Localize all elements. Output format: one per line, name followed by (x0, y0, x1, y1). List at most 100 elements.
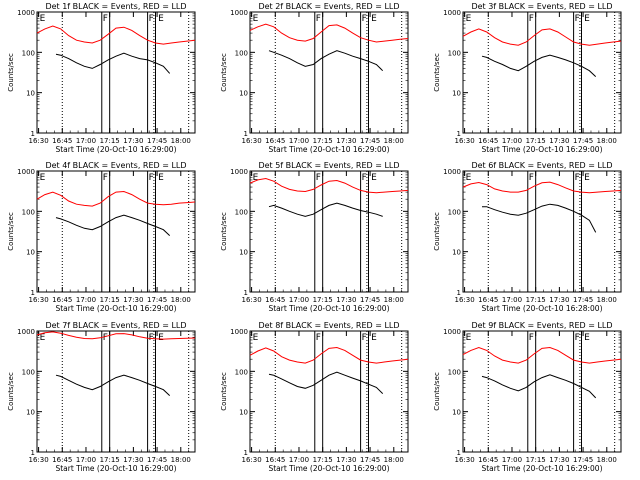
x-tick-label: 17:00 (76, 137, 96, 145)
y-tick-label: 1000 (17, 9, 35, 17)
plot-frame (36, 170, 196, 293)
band-label: E (40, 173, 46, 183)
x-tick-label: 17:00 (502, 296, 522, 304)
chart-panel: Det 4f BLACK = Events, RED = LLD 1 10 100 10… (7, 161, 196, 313)
band-label: F (149, 14, 154, 24)
chart-title: Det 7f BLACK = Events, RED = LLD (45, 321, 186, 330)
x-tick-label: 17:15 (313, 296, 333, 304)
series-line-black (55, 52, 171, 74)
chart-panel: Det 1f BLACK = Events, RED = LLD 1 10 100 10… (7, 2, 196, 154)
y-axis-label: Counts/sec (220, 53, 228, 92)
x-tick-label: 17:45 (573, 456, 593, 464)
y-axis-label: Counts/sec (220, 372, 228, 411)
band-label: F (316, 14, 321, 24)
y-axis-label: Counts/sec (433, 212, 441, 251)
x-tick-label: 17:00 (289, 456, 309, 464)
x-tick-label: 16:45 (265, 137, 285, 145)
band-label: F (362, 333, 367, 343)
x-tick-label: 17:45 (573, 296, 593, 304)
x-axis-label: Start Time (20-Oct-10 16:29:00) (481, 145, 602, 154)
plot-frame (462, 170, 622, 293)
y-tick-label: 100 (22, 208, 35, 216)
y-tick-label: 1 (244, 130, 248, 138)
band-label: F (575, 173, 580, 183)
band-label: F (529, 14, 534, 24)
y-tick-label: 100 (448, 49, 461, 57)
y-tick-label: 100 (235, 49, 248, 57)
x-tick-label: 17:00 (76, 296, 96, 304)
x-tick-label: 17:15 (100, 296, 120, 304)
y-tick-label: 100 (22, 368, 35, 376)
y-tick-label: 1 (244, 449, 248, 457)
y-tick-label: 1000 (17, 168, 35, 176)
plot-frame (249, 330, 409, 453)
y-tick-label: 10 (452, 249, 461, 257)
x-tick-label: 16:45 (265, 456, 285, 464)
plot-frame (36, 330, 196, 453)
band-label: E (158, 14, 164, 24)
band-label: F (575, 333, 580, 343)
y-tick-label: 10 (26, 249, 35, 257)
x-tick-label: 17:30 (336, 456, 356, 464)
y-tick-label: 1 (457, 130, 461, 138)
x-tick-label: 16:45 (52, 456, 72, 464)
y-tick-label: 100 (235, 208, 248, 216)
chart-title: Det 3f BLACK = Events, RED = LLD (471, 2, 612, 11)
x-axis-label: Start Time (20-Oct-10 16:29:00) (268, 145, 389, 154)
series-line-black (481, 54, 597, 77)
y-tick-label: 100 (448, 368, 461, 376)
chart-panel: Det 5f BLACK = Events, RED = LLD 1 10 100 10… (220, 161, 409, 313)
band-label: F (362, 14, 367, 24)
chart-title: Det 6f BLACK = Events, RED = LLD (471, 161, 612, 170)
chart-title: Det 1f BLACK = Events, RED = LLD (45, 2, 186, 11)
x-tick-label: 18:00 (384, 456, 404, 464)
x-tick-label: 17:30 (123, 137, 143, 145)
band-label: F (575, 14, 580, 24)
chart-title: Det 5f BLACK = Events, RED = LLD (258, 161, 399, 170)
series-line-black (55, 214, 171, 236)
x-tick-label: 16:30 (241, 137, 261, 145)
series-line-black (481, 374, 597, 399)
x-tick-label: 17:30 (123, 296, 143, 304)
band-label: E (40, 333, 46, 343)
chart-title: Det 9f BLACK = Events, RED = LLD (471, 321, 612, 330)
x-tick-label: 16:30 (241, 456, 261, 464)
series-line-red (36, 25, 196, 45)
series-line-black (268, 371, 384, 394)
x-tick-label: 16:30 (28, 137, 48, 145)
x-tick-label: 17:45 (573, 137, 593, 145)
series-line-red (462, 346, 622, 364)
x-axis-label: Start Time (20-Oct-10 16:29:00) (55, 145, 176, 154)
y-tick-label: 1000 (230, 168, 248, 176)
band-label: E (158, 173, 164, 183)
band-label: E (253, 173, 259, 183)
band-label: F (529, 173, 534, 183)
x-tick-label: 17:30 (336, 296, 356, 304)
band-label: E (584, 333, 590, 343)
chart-panel: Det 2f BLACK = Events, RED = LLD 1 10 100 10… (220, 2, 409, 154)
band-label: F (529, 333, 534, 343)
plot-frame (249, 170, 409, 293)
y-tick-label: 10 (239, 249, 248, 257)
y-tick-label: 1 (31, 449, 35, 457)
band-label: F (149, 173, 154, 183)
x-axis-label: Start Time (20-Oct-10 16:29:00) (55, 304, 176, 313)
band-label: E (584, 173, 590, 183)
x-tick-label: 17:45 (360, 456, 380, 464)
band-label: F (316, 173, 321, 183)
band-label: E (371, 14, 377, 24)
x-tick-label: 17:30 (336, 137, 356, 145)
plot-frame (36, 11, 196, 134)
x-tick-label: 16:30 (28, 456, 48, 464)
y-tick-label: 100 (22, 49, 35, 57)
x-tick-label: 18:00 (384, 137, 404, 145)
series-line-black (482, 203, 597, 233)
series-line-black (268, 50, 384, 72)
x-tick-label: 17:45 (360, 137, 380, 145)
y-tick-label: 1000 (443, 168, 461, 176)
x-tick-label: 17:45 (147, 137, 167, 145)
x-tick-label: 18:00 (171, 296, 191, 304)
chart-title: Det 4f BLACK = Events, RED = LLD (45, 161, 186, 170)
x-tick-label: 16:45 (478, 456, 498, 464)
x-tick-label: 17:15 (526, 456, 546, 464)
